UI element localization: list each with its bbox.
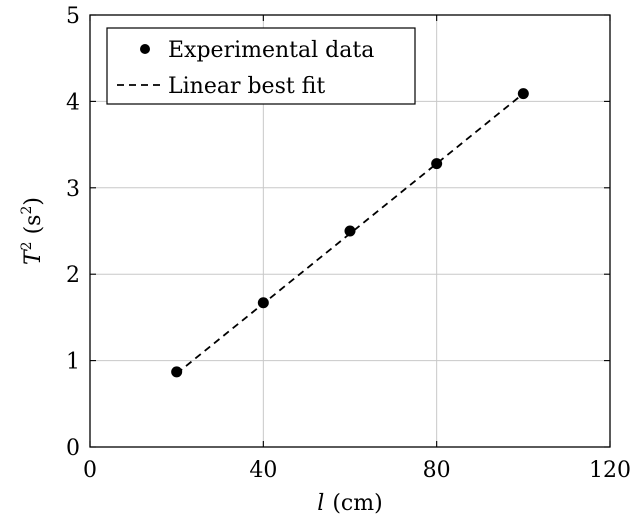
legend-label-linear-best-fit: Linear best fit	[168, 74, 325, 99]
y-tick-label: 3	[66, 177, 80, 202]
y-tick-label: 5	[66, 4, 80, 29]
legend: Experimental data Linear best fit	[106, 27, 416, 105]
y-tick-label: 0	[66, 436, 80, 461]
x-tick-labels: 0 40 80 120	[83, 458, 631, 483]
x-tick-label: 40	[249, 458, 277, 483]
plot-frame	[89, 14, 611, 448]
x-axis-label-var: l	[317, 491, 324, 516]
y-axis-label-unit-open: (s	[21, 215, 46, 242]
x-tick-label: 80	[423, 458, 451, 483]
data-point	[517, 88, 529, 100]
data-point	[344, 225, 356, 237]
legend-box	[106, 27, 416, 105]
x-axis-label-unit: (cm)	[332, 491, 382, 516]
points-layer	[171, 88, 529, 378]
x-tick-label: 0	[83, 458, 97, 483]
data-point	[431, 158, 443, 170]
x-axis-label: l (cm)	[317, 491, 382, 516]
y-axis-label-var: T	[21, 248, 46, 265]
y-tick-label: 4	[66, 90, 80, 115]
y-axis-label-unit-close: )	[21, 197, 46, 206]
x-tick-label: 120	[589, 458, 631, 483]
y-tick-labels: 0 1 2 3 4 5	[66, 4, 80, 461]
data-point	[257, 297, 269, 309]
y-axis-label-unit-sup: 2	[19, 206, 35, 215]
y-tick-label: 1	[66, 350, 80, 375]
data-point	[171, 366, 183, 378]
y-axis-label-sup: 2	[19, 241, 35, 250]
legend-label-experimental-data: Experimental data	[168, 38, 374, 63]
y-tick-label: 2	[66, 263, 80, 288]
legend-marker-experimental-data	[140, 44, 150, 54]
y-axis-label: T2 (s2)	[19, 197, 46, 265]
